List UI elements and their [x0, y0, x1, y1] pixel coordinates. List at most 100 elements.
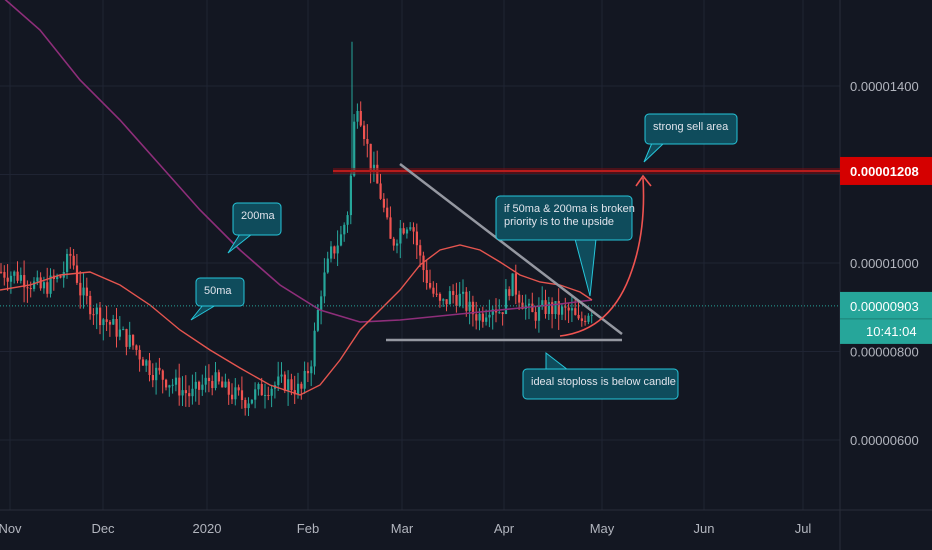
- price-tick-label: 0.00000600: [850, 433, 919, 448]
- candle-down: [366, 139, 369, 144]
- candle-down: [452, 291, 455, 295]
- candle-down: [432, 287, 435, 294]
- chart-drawings: [0, 163, 840, 342]
- candle-up: [13, 271, 16, 276]
- candle-down: [178, 377, 181, 396]
- candle-up: [554, 301, 557, 315]
- moving-averages: [0, 0, 593, 396]
- candle-up: [224, 381, 227, 388]
- candle-down: [376, 164, 379, 184]
- candle-down: [445, 299, 448, 305]
- time-tick-label: Apr: [494, 521, 515, 536]
- candle-down: [534, 312, 537, 321]
- current-price-badge: [840, 291, 932, 344]
- resistance-price-badge: [840, 156, 932, 185]
- candle-down: [260, 383, 263, 396]
- candle-down: [518, 294, 521, 303]
- candle-down: [290, 379, 293, 391]
- candle-up: [316, 310, 319, 331]
- candle-down: [158, 367, 161, 371]
- callout-tail: [190, 304, 218, 321]
- candle-up: [511, 273, 514, 296]
- candle-up: [458, 293, 461, 306]
- callout-tail: [545, 351, 570, 371]
- candle-up: [405, 229, 409, 234]
- candle-up: [287, 379, 290, 391]
- candle-up: [485, 317, 488, 322]
- candle-up: [66, 253, 69, 273]
- candle-up: [528, 303, 531, 306]
- candle-down: [435, 293, 438, 295]
- candle-up: [310, 366, 313, 374]
- candle-down: [557, 301, 560, 315]
- candle-up: [448, 291, 451, 305]
- candle-up: [356, 110, 359, 122]
- candle-up: [339, 234, 343, 246]
- candle-up: [498, 312, 501, 314]
- candle-up: [323, 272, 326, 297]
- candle-up: [250, 399, 253, 404]
- candle-up: [537, 306, 541, 321]
- candle-down: [379, 183, 382, 199]
- candle-up: [297, 383, 300, 395]
- candle-up: [214, 372, 217, 389]
- price-tick-label: 0.00000800: [850, 345, 919, 360]
- callout-50ma: 50ma: [190, 277, 245, 321]
- candle-down: [211, 381, 214, 389]
- candle-up: [36, 277, 39, 282]
- callout-strong-sell: strong sell area: [643, 113, 738, 163]
- candle-down: [244, 400, 247, 409]
- candle-down: [363, 125, 366, 140]
- candle-up: [122, 329, 125, 331]
- candle-up: [462, 291, 465, 294]
- candle-down: [389, 217, 392, 239]
- candle-up: [42, 282, 46, 289]
- candle-up: [19, 275, 22, 281]
- callout-stoploss: ideal stoploss is below candle: [522, 351, 679, 400]
- candle-down: [425, 270, 428, 284]
- candle-up: [491, 309, 494, 315]
- candle-down: [89, 295, 92, 315]
- candle-up: [399, 228, 402, 244]
- candle-down: [475, 314, 478, 321]
- candle-up: [561, 306, 564, 315]
- candle-up: [478, 313, 481, 321]
- candle-up: [82, 287, 85, 296]
- projection-arrowhead: [635, 174, 652, 187]
- candle-down: [85, 287, 88, 296]
- candle-up: [277, 376, 280, 386]
- candle-down: [105, 319, 108, 322]
- candle-up: [118, 329, 121, 337]
- candle-up: [247, 403, 250, 409]
- candle-down: [16, 271, 19, 281]
- candle-up: [504, 289, 508, 315]
- price-axis[interactable]: 0.00001400 0.00001000 0.00000600 0.00000800…: [840, 79, 932, 448]
- candle-down: [92, 314, 95, 316]
- candle-down: [237, 387, 240, 391]
- candle-down: [465, 291, 468, 311]
- callout-fill: [234, 204, 280, 234]
- candle-down: [508, 289, 511, 296]
- candle-down: [115, 319, 118, 337]
- candle-down: [135, 345, 138, 350]
- candle-up: [33, 281, 36, 289]
- time-tick-label: May: [590, 521, 615, 536]
- candle-down: [359, 110, 362, 126]
- candle-up: [570, 308, 574, 311]
- candle-up: [330, 246, 333, 259]
- candle-down: [438, 293, 442, 301]
- candle-down: [574, 308, 577, 315]
- candle-down: [267, 394, 270, 396]
- candle-down: [161, 370, 164, 380]
- candle-down: [419, 245, 422, 256]
- resistance-price-label: 0.00001208: [850, 164, 919, 179]
- callout-fill: [497, 197, 631, 239]
- candle-down: [69, 253, 72, 256]
- candle-down: [3, 272, 6, 278]
- candle-down: [221, 381, 224, 388]
- candle-down: [141, 359, 145, 366]
- time-axis[interactable]: Nov Dec 2020 Feb Mar Apr May Jun Jul: [0, 521, 811, 536]
- candle-down: [207, 377, 211, 382]
- candle-down: [138, 349, 141, 360]
